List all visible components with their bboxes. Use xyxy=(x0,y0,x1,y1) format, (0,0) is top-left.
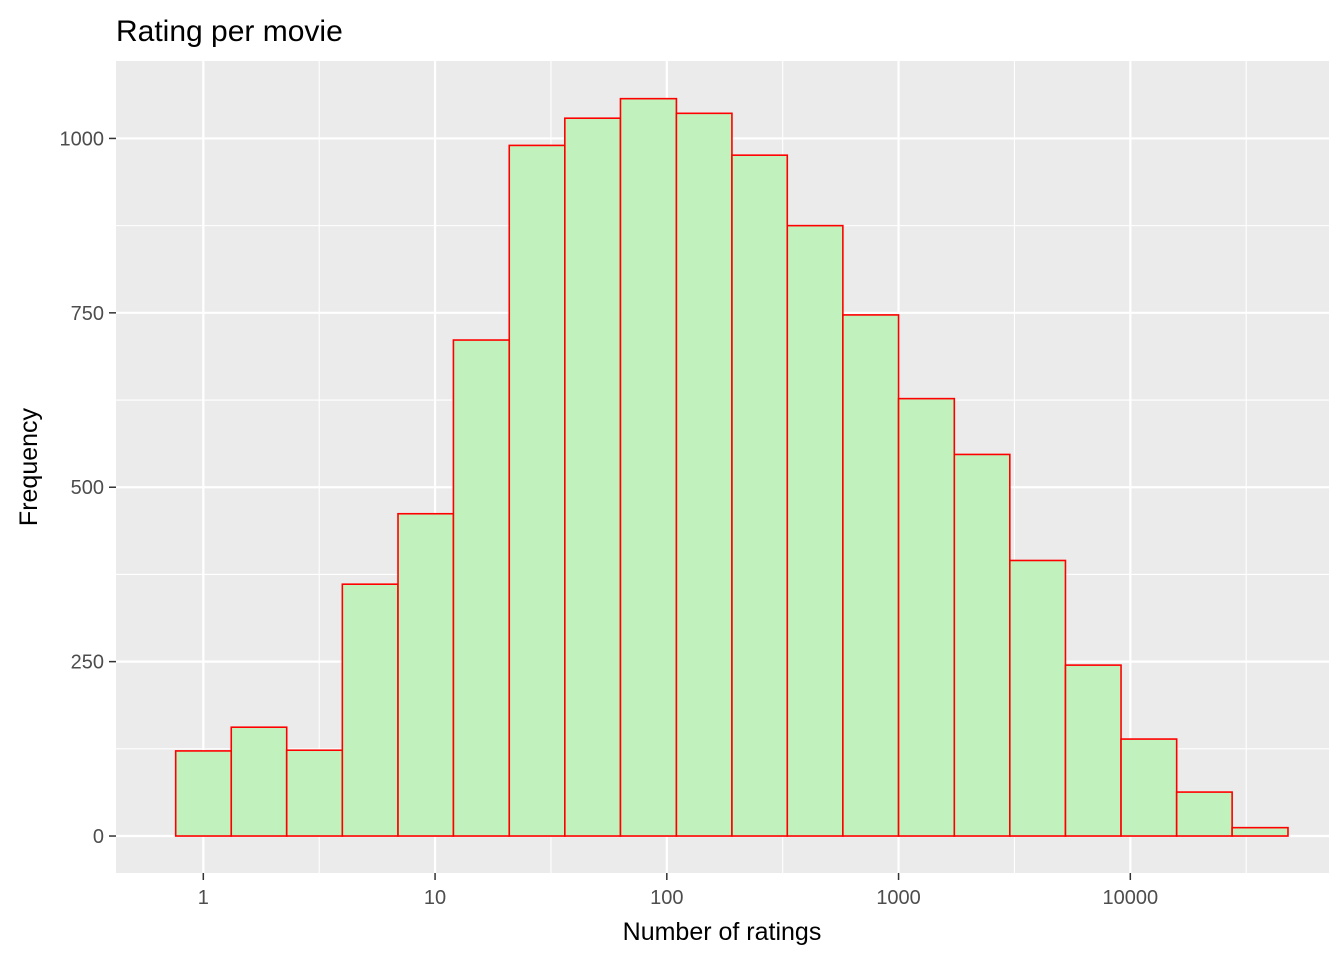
histogram-bar xyxy=(397,512,455,837)
y-tick-label: 750 xyxy=(71,303,104,325)
histogram-bar xyxy=(341,583,399,837)
histogram-bar xyxy=(1009,559,1067,837)
x-axis-ticks: 1 10 100 1000 10000 xyxy=(198,873,1158,909)
histogram-bar xyxy=(842,314,900,837)
y-axis-title: Frequency xyxy=(15,407,43,526)
histogram-bar xyxy=(285,749,344,837)
histogram-bars xyxy=(174,97,1289,837)
histogram-bar xyxy=(897,397,956,837)
histogram-bar xyxy=(1231,826,1289,837)
x-axis-title: Number of ratings xyxy=(623,918,822,946)
y-tick-label: 1000 xyxy=(60,128,105,150)
histogram-bar xyxy=(564,117,622,837)
histogram-bar xyxy=(508,144,566,837)
histogram-bar xyxy=(174,750,233,837)
x-tick-label: 1 xyxy=(198,887,209,909)
histogram-bar xyxy=(452,339,511,837)
y-tick-label: 250 xyxy=(71,652,104,674)
histogram-bar xyxy=(230,726,288,837)
histogram-bar xyxy=(1064,664,1122,837)
x-tick-label: 10000 xyxy=(1103,887,1159,909)
histogram-bar xyxy=(953,453,1011,837)
histogram-bar xyxy=(1120,738,1178,837)
histogram-bar xyxy=(731,154,789,837)
y-tick-label: 0 xyxy=(93,826,104,848)
histogram-bar xyxy=(1175,791,1233,837)
histogram-bar xyxy=(675,112,733,837)
x-tick-label: 1000 xyxy=(876,887,921,909)
chart-title: Rating per movie xyxy=(116,15,343,48)
x-tick-label: 100 xyxy=(650,887,683,909)
y-axis-ticks: 0 250 500 750 1000 xyxy=(60,128,116,848)
y-tick-label: 500 xyxy=(71,477,104,499)
histogram-bar xyxy=(786,224,844,837)
histogram-bar xyxy=(619,97,678,837)
x-tick-label: 10 xyxy=(424,887,446,909)
